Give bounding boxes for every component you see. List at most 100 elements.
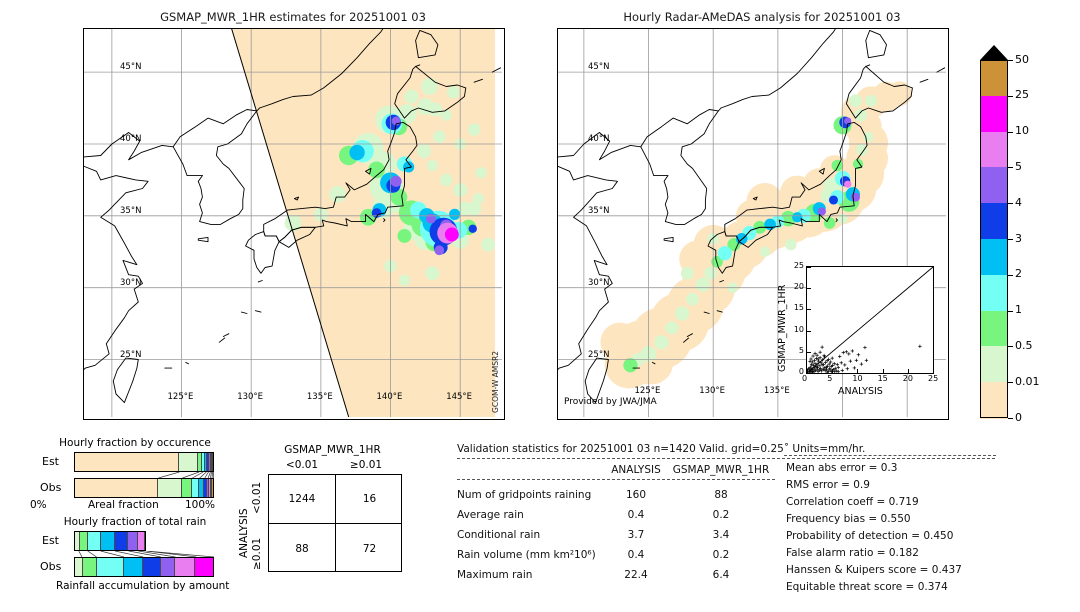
swath-edge bbox=[231, 29, 350, 417]
validation-error-line: Equitable threat score = 0.374 bbox=[786, 581, 948, 593]
scatter-y-ticklabel: 25 bbox=[793, 261, 804, 270]
scatter-x-tick bbox=[832, 369, 834, 373]
total-rain-est-segment bbox=[88, 532, 101, 550]
colorbar-band-1 bbox=[980, 310, 1008, 347]
gsmap-estimate-map[interactable]: 45°N 40°N 35°N 30°N 25°N 125°E 130°E 135°E 140°E… bbox=[83, 28, 505, 420]
validation-rule-mid bbox=[457, 479, 775, 480]
colorbar-over-arrow bbox=[980, 45, 1008, 60]
scatter-x-tick bbox=[907, 369, 909, 373]
occurrence-obs-segment bbox=[198, 479, 204, 497]
lat-label-30N: 30°N bbox=[588, 277, 610, 288]
map-gridlines bbox=[84, 29, 502, 417]
lat-label-25N: 25°N bbox=[588, 349, 610, 360]
lat-label-45N: 45°N bbox=[120, 62, 142, 73]
validation-row-analysis-value: 0.4 bbox=[627, 509, 645, 521]
validation-row-gsmap-value: 0.2 bbox=[712, 509, 730, 521]
colorbar-tick-10 bbox=[1008, 131, 1013, 133]
scatter-y-tick bbox=[807, 309, 811, 311]
scatter-y-ticklabel: 15 bbox=[793, 303, 804, 313]
colorbar-band-25 bbox=[980, 95, 1008, 133]
right-panel-title: Hourly Radar-AMeDAS analysis for 2025100… bbox=[623, 10, 901, 24]
occurrence-est-segment bbox=[209, 453, 211, 471]
coastline bbox=[84, 29, 502, 404]
occurrence-obs-segment bbox=[211, 479, 213, 497]
contingency-cell-miss: 88 bbox=[295, 542, 309, 555]
colorbar-band-50 bbox=[980, 60, 1008, 97]
colorbar-label-1: 1 bbox=[1015, 303, 1022, 317]
colorbar-label-50: 50 bbox=[1015, 52, 1029, 66]
colorbar-band-4 bbox=[980, 203, 1008, 240]
lat-label-30N: 30°N bbox=[120, 277, 142, 288]
scatter-y-ticklabel: 10 bbox=[793, 324, 804, 334]
contingency-table: 1244 16 88 72 bbox=[268, 474, 402, 572]
scatter-x-tick bbox=[807, 369, 808, 373]
occurrence-obs-segment bbox=[203, 479, 208, 497]
validation-row-analysis-value: 160 bbox=[625, 489, 647, 501]
contingency-cell-hit-none: 1244 bbox=[288, 493, 316, 505]
occurrence-obs-segment bbox=[182, 479, 192, 497]
contingency-horizontal-divider bbox=[269, 523, 401, 525]
total-rain-est-segment bbox=[79, 532, 89, 550]
gsmap-map-canvas bbox=[84, 29, 502, 417]
scatter-y-tick bbox=[807, 373, 811, 374]
scatter-x-ticklabel: 15 bbox=[877, 374, 888, 383]
total-rain-row-label-est: Est bbox=[42, 534, 59, 547]
radar-map-canvas bbox=[558, 29, 946, 417]
total-rain-est-segment bbox=[137, 532, 146, 550]
colorbar-label-2: 2 bbox=[1015, 267, 1022, 281]
colorbar-label-10: 10 bbox=[1015, 124, 1029, 138]
total-rain-est-segment bbox=[114, 532, 129, 550]
lat-label-45N: 45°N bbox=[588, 62, 610, 73]
colorbar-tick-25 bbox=[1008, 95, 1013, 97]
occurrence-bar-obs bbox=[74, 478, 214, 498]
colorbar-label-5: 5 bbox=[1015, 159, 1022, 173]
scatter-y-tick bbox=[807, 288, 811, 290]
scatter-y-tick bbox=[807, 330, 811, 332]
validation-error-line: Probability of detection = 0.450 bbox=[786, 530, 954, 542]
total-rain-connector-lines bbox=[78, 551, 214, 557]
total-rain-bar-obs bbox=[74, 557, 214, 577]
occurrence-est-segment bbox=[202, 453, 206, 471]
total-rain-obs-segment bbox=[195, 558, 213, 576]
validation-row-analysis-value: 0.4 bbox=[627, 549, 645, 561]
validation-row-label: Conditional rain bbox=[457, 529, 541, 541]
radar-amedas-analysis-map[interactable]: 45°N 40°N 35°N 30°N 25°N 125°E 130°E 135°E Provi… bbox=[557, 28, 949, 420]
precipitation-colorbar[interactable]: 50 25 10 5 4 3 2 1 0.5 0.01 0 bbox=[968, 30, 1068, 424]
total-rain-bar-est bbox=[74, 531, 147, 551]
validation-error-line: Frequency bias = 0.550 bbox=[786, 513, 911, 525]
colorbar-band-0.5 bbox=[980, 346, 1008, 383]
validation-rule-right bbox=[784, 455, 996, 456]
validation-row-gsmap-value: 3.4 bbox=[712, 529, 730, 541]
colorbar-band-10 bbox=[980, 131, 1008, 168]
occurrence-obs-segment bbox=[191, 479, 199, 497]
colorbar-band-2 bbox=[980, 274, 1008, 312]
lat-label-35N: 35°N bbox=[120, 205, 142, 216]
lon-label-130E: 130°E bbox=[237, 392, 264, 402]
lat-label-35N: 35°N bbox=[588, 205, 610, 216]
scatter-y-axis-title: GSMAP_MWR_1HR bbox=[777, 284, 788, 372]
scatter-x-ticklabel: 5 bbox=[827, 374, 833, 383]
occurrence-chart-title: Hourly fraction by occurence bbox=[59, 437, 211, 449]
scatter-y-ticklabel: 0 bbox=[798, 367, 804, 376]
scatter-canvas bbox=[807, 267, 933, 373]
total-rain-est-segment bbox=[75, 532, 80, 550]
scatter-plot-inset[interactable] bbox=[806, 266, 934, 374]
lon-label-145E: 145°E bbox=[446, 392, 473, 402]
colorbar-label-0.5: 0.5 bbox=[1015, 338, 1033, 352]
total-rain-est-segment bbox=[128, 532, 138, 550]
scatter-x-ticklabel: 20 bbox=[902, 374, 913, 383]
contingency-col-header-lt: <0.01 bbox=[285, 459, 319, 471]
occurrence-bar-est bbox=[74, 452, 214, 472]
colorbar-label-25: 25 bbox=[1015, 88, 1029, 102]
validation-row-label: Maximum rain bbox=[457, 569, 533, 581]
occurrence-obs-segment bbox=[158, 479, 183, 497]
validation-col-header-analysis: ANALYSIS bbox=[611, 464, 661, 476]
contingency-cell-false-alarm: 16 bbox=[362, 493, 377, 505]
sensor-label: GCOM-W AMSR2 bbox=[491, 351, 501, 413]
total-rain-obs-segment bbox=[75, 558, 83, 576]
occurrence-row-label-obs: Obs bbox=[40, 481, 62, 494]
contingency-title: GSMAP_MWR_1HR bbox=[284, 444, 381, 456]
total-rain-row-label-obs: Obs bbox=[40, 560, 62, 573]
validation-row-gsmap-value: 88 bbox=[714, 489, 728, 501]
contingency-row-axis-title: ANALYSIS bbox=[238, 508, 250, 558]
